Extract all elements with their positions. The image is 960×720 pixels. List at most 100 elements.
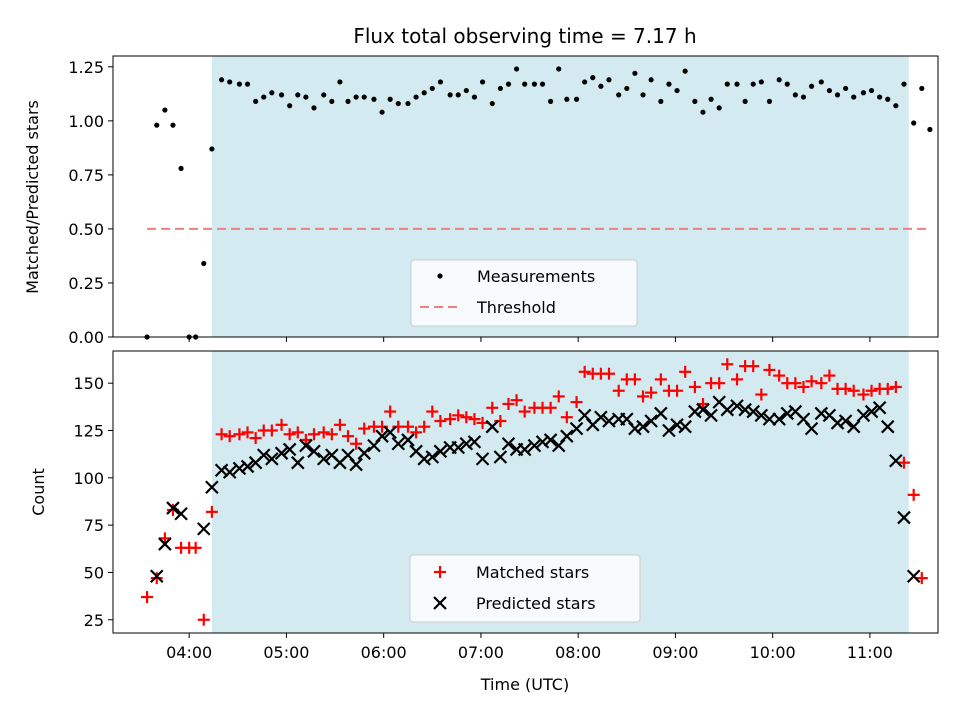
predicted-star-point xyxy=(772,412,786,426)
measurement-point xyxy=(658,98,664,104)
measurement-point xyxy=(808,83,815,89)
measurement-point xyxy=(640,92,646,98)
measurement-point xyxy=(295,92,301,98)
measurement-point xyxy=(700,109,706,115)
predicted-star-point xyxy=(299,438,313,453)
predicted-star-point xyxy=(307,444,321,459)
matched-star-point xyxy=(544,401,557,414)
measurement-point xyxy=(479,79,486,85)
bottom-panel: 25 50 75 100 125 150 04:00 05:00 06:00 07:00 08:0… xyxy=(29,350,939,694)
matched-star-point xyxy=(628,373,641,386)
matched-star-point xyxy=(839,382,852,395)
y-tick-label: 0.00 xyxy=(68,328,104,347)
top-y-ticks: 0.00 0.25 0.50 0.75 1.00 1.25 xyxy=(68,58,113,347)
measurement-point xyxy=(606,77,612,83)
matched-star-point xyxy=(158,532,171,545)
predicted-star-point xyxy=(897,510,911,525)
y-tick-label: 1.25 xyxy=(68,58,104,77)
predicted-star-point xyxy=(485,419,500,434)
matched-star-point xyxy=(233,428,246,441)
matched-star-point xyxy=(299,433,312,446)
top-axes-frame xyxy=(112,55,939,338)
matched-star-point xyxy=(510,394,523,407)
measurement-point xyxy=(582,79,588,85)
matched-star-point xyxy=(410,426,423,439)
y-tick-label: 125 xyxy=(73,421,104,440)
measurement-point xyxy=(311,105,317,111)
predicted-star-point xyxy=(401,433,415,447)
predicted-star-point xyxy=(535,435,550,449)
y-tick-label: 100 xyxy=(73,469,104,488)
measurement-point xyxy=(329,98,335,104)
top-panel: 0.00 0.25 0.50 0.75 1.00 1.25 Matched/Predict… xyxy=(23,55,939,347)
matched-star-point xyxy=(721,358,734,371)
x-axis-label: Time (UTC) xyxy=(480,675,569,694)
matched-star-point xyxy=(907,488,920,501)
matched-star-point xyxy=(763,363,776,376)
matched-star-point xyxy=(317,426,330,439)
matched-star-point xyxy=(197,613,210,626)
predicted-star-point xyxy=(662,423,676,438)
top-y-axis-label: Matched/Predicted stars xyxy=(23,100,42,294)
legend-marker-measurements xyxy=(437,273,443,279)
measurement-point xyxy=(261,94,267,100)
predicted-star-point xyxy=(166,501,180,515)
x-tick-label: 11:00 xyxy=(847,643,893,662)
measurement-point xyxy=(201,260,207,267)
matched-star-point xyxy=(223,430,236,443)
legend-label-threshold: Threshold xyxy=(476,298,556,317)
measurement-point xyxy=(227,79,233,85)
matched-star-point xyxy=(602,367,615,380)
matched-star-point xyxy=(342,430,355,443)
measurement-point xyxy=(598,83,604,89)
matched-star-point xyxy=(476,416,489,429)
measurement-point xyxy=(209,146,215,152)
matched-star-point xyxy=(797,380,810,393)
matched-star-point xyxy=(486,401,499,414)
measurement-point xyxy=(395,100,401,107)
predicted-star-point xyxy=(872,401,887,415)
matched-star-point xyxy=(773,369,786,382)
bottom-legend-box xyxy=(409,554,641,623)
measurement-point xyxy=(154,122,160,128)
legend-label-matched: Matched stars xyxy=(476,563,589,582)
top-legend: Measurements Threshold xyxy=(410,259,638,327)
matched-star-point xyxy=(307,428,320,441)
x-tick-label: 04:00 xyxy=(166,643,212,662)
measurement-point xyxy=(616,92,622,98)
x-tick-label: 10:00 xyxy=(750,643,796,662)
measurement-point xyxy=(413,94,419,100)
matched-star-point xyxy=(815,377,828,390)
measurement-point xyxy=(236,81,243,87)
legend-label-measurements: Measurements xyxy=(477,267,595,286)
x-tick-label: 05:00 xyxy=(263,643,309,662)
predicted-star-point xyxy=(274,446,289,460)
measurement-point xyxy=(766,98,773,104)
predicted-star-point xyxy=(517,442,532,457)
predicted-star-point xyxy=(846,419,861,434)
predicted-star-point xyxy=(688,404,702,419)
predicted-star-point xyxy=(594,410,608,425)
bottom-legend: Matched stars Predicted stars xyxy=(409,554,641,623)
measurement-point xyxy=(851,94,857,100)
measurement-point xyxy=(724,81,730,87)
measurement-point xyxy=(337,79,343,85)
measurement-point xyxy=(708,96,714,102)
measurement-point xyxy=(927,126,933,133)
measurement-point xyxy=(269,90,275,96)
bottom-y-ticks: 25 50 75 100 125 150 xyxy=(73,374,113,630)
measurement-point xyxy=(497,85,503,92)
matched-star-point xyxy=(426,405,439,418)
matched-star-point xyxy=(502,397,515,410)
predicted-star-point xyxy=(467,435,482,449)
matched-star-point xyxy=(468,413,481,426)
matched-star-point xyxy=(249,432,262,445)
predicted-star-point xyxy=(804,421,819,436)
measurement-point xyxy=(632,70,638,76)
predicted-star-point xyxy=(214,463,229,478)
bottom-axes-frame xyxy=(112,350,939,634)
y-tick-label: 150 xyxy=(73,374,104,393)
measurement-point xyxy=(345,98,351,104)
measurement-point xyxy=(682,68,688,74)
matched-star-point xyxy=(452,409,465,422)
